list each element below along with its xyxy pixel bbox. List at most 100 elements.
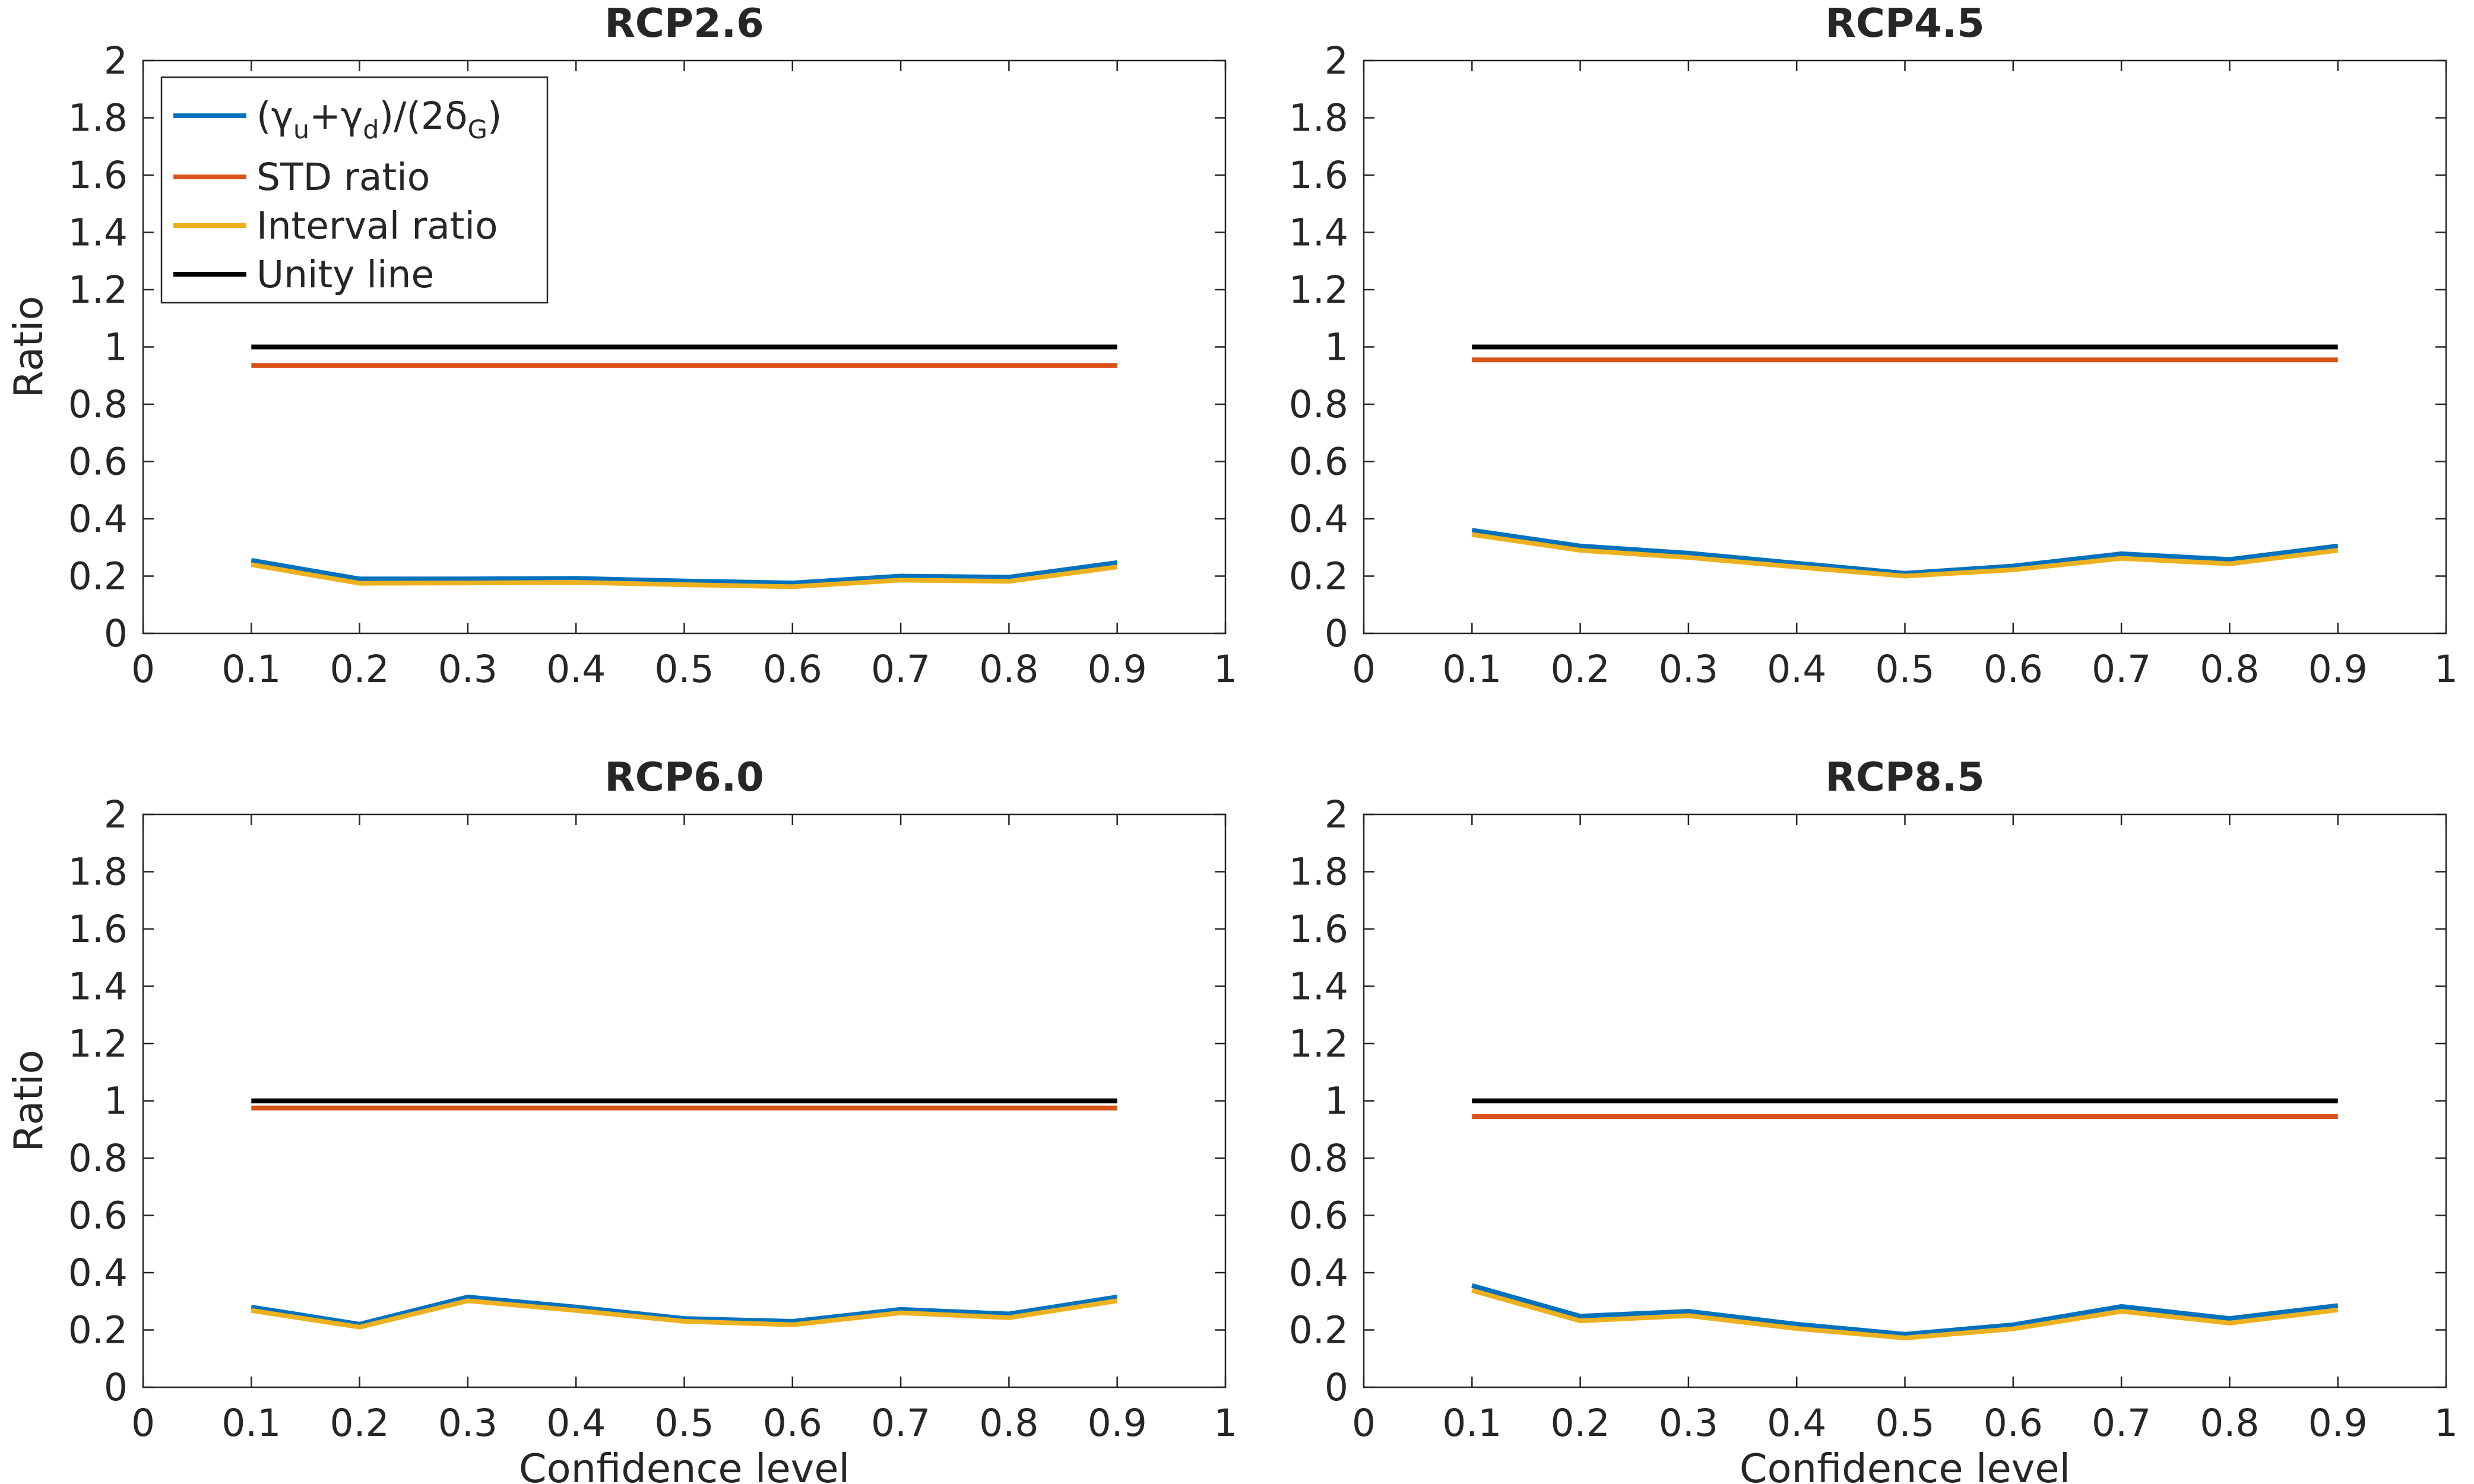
x-tick-label: 0.8: [2200, 1401, 2259, 1445]
x-tick-label: 0.8: [979, 1401, 1038, 1445]
x-tick-label: 0.4: [1767, 648, 1826, 691]
y-tick-label: 1.4: [1289, 965, 1348, 1009]
y-tick-label: 0.4: [68, 1251, 128, 1295]
x-tick-label: 0.9: [1088, 1401, 1147, 1445]
legend-label-part: +: [309, 94, 341, 138]
x-tick-label: 0.1: [221, 1401, 281, 1445]
x-tick-label: 0.2: [1550, 648, 1610, 691]
legend-label-part: γ: [271, 94, 293, 138]
y-tick-label: 1.8: [1289, 851, 1348, 894]
x-tick-label: 0.2: [1550, 1401, 1610, 1445]
x-tick-label: 0.5: [654, 1401, 714, 1445]
y-tick-label: 0.2: [1289, 555, 1348, 598]
y-tick-label: 2: [1325, 793, 1348, 836]
chart-title: RCP2.6: [604, 0, 764, 46]
y-tick-label: 0.4: [1289, 497, 1348, 541]
x-tick-label: 0.5: [1875, 1401, 1934, 1445]
y-tick-label: 0: [1325, 612, 1348, 655]
series-line-gamma: [1471, 528, 2339, 576]
y-tick-label: 1.8: [68, 97, 128, 140]
x-tick-label: 0.4: [546, 648, 606, 691]
y-tick-label: 0: [104, 1366, 128, 1409]
y-axis-label: Ratio: [5, 296, 52, 398]
y-tick-label: 0.8: [68, 1137, 128, 1180]
x-tick-label: 0.1: [1442, 1401, 1501, 1445]
series-line-interval: [251, 1298, 1118, 1330]
x-tick-label: 0.8: [2200, 648, 2259, 691]
x-tick-label: 0.7: [871, 1401, 930, 1445]
legend-label: STD ratio: [256, 156, 430, 199]
y-axis-label: Ratio: [5, 1049, 52, 1152]
y-tick-label: 0.2: [68, 1309, 128, 1352]
y-tick-label: 0: [1325, 1366, 1348, 1409]
y-tick-label: 1.4: [1289, 211, 1348, 255]
x-tick-label: 0.6: [763, 1401, 822, 1445]
legend-label: Unity line: [256, 253, 434, 296]
y-tick-label: 0.2: [68, 555, 128, 598]
series-line-interval: [1471, 1288, 2339, 1340]
series-line-interval: [1471, 532, 2339, 579]
y-tick-label: 1.4: [68, 965, 128, 1009]
x-tick-label: 0.7: [871, 648, 930, 691]
x-tick-label: 0.6: [1984, 1401, 2043, 1445]
y-tick-label: 0.8: [68, 383, 128, 426]
chart-title: RCP4.5: [1825, 0, 1985, 46]
x-axis-label: Confidence level: [519, 1445, 850, 1484]
y-tick-label: 2: [104, 793, 128, 836]
y-tick-label: 0.8: [1289, 383, 1348, 426]
chart-panel: 0 0.1 0.2 0.3 0.4 0.5 0.6 0.7 0.8 0.9 1 0 0.2 0.4 0.6 0…: [1289, 0, 2458, 691]
x-tick-label: 0.5: [1875, 648, 1934, 691]
series-line-interval: [251, 562, 1118, 589]
x-tick-label: 0.7: [2092, 648, 2151, 691]
x-tick-label: 0.4: [546, 1401, 606, 1445]
x-tick-label: 0.3: [1659, 648, 1718, 691]
chart-title: RCP8.5: [1825, 754, 1985, 800]
legend-label-part: G: [468, 115, 487, 145]
legend-label-part: u: [293, 115, 309, 145]
series-line-gamma: [1471, 1283, 2339, 1337]
x-tick-label: 0.1: [221, 648, 281, 691]
y-tick-label: 1.2: [1289, 1022, 1348, 1066]
y-tick-label: 1: [1325, 1080, 1348, 1123]
chart-panel: 0 0.1 0.2 0.3 0.4 0.5 0.6 0.7 0.8 0.9 1 0 0.2 0.4 0.6 0…: [1289, 754, 2458, 1484]
y-tick-label: 1.4: [68, 211, 128, 255]
series-line-gamma: [251, 558, 1118, 586]
x-tick-label: 0.7: [2092, 1401, 2151, 1445]
x-tick-label: 0.9: [2308, 1401, 2368, 1445]
y-tick-label: 0.6: [1289, 440, 1348, 484]
y-tick-label: 0.6: [1289, 1194, 1348, 1238]
x-tick-label: 0.6: [763, 648, 822, 691]
legend-label-part: d: [363, 115, 379, 145]
x-tick-label: 0.1: [1442, 648, 1501, 691]
series-line-gamma: [251, 1295, 1118, 1327]
legend-label: Interval ratio: [256, 204, 498, 248]
x-tick-label: 0: [131, 648, 155, 691]
legend-label-part: (: [256, 94, 271, 138]
y-tick-label: 1: [1325, 326, 1348, 369]
x-tick-label: 0.9: [2308, 648, 2368, 691]
x-tick-label: 0.3: [438, 1401, 498, 1445]
y-tick-label: 1.2: [68, 1022, 128, 1066]
y-tick-label: 1.8: [1289, 97, 1348, 140]
x-tick-label: 0.2: [330, 1401, 389, 1445]
x-tick-label: 0.4: [1767, 1401, 1826, 1445]
y-tick-label: 1.6: [68, 154, 128, 197]
y-tick-label: 0.8: [1289, 1137, 1348, 1180]
y-tick-label: 1.2: [68, 268, 128, 312]
legend-label-part: γ: [341, 94, 363, 138]
y-tick-label: 1.2: [1289, 268, 1348, 312]
y-tick-label: 0.6: [68, 1194, 128, 1238]
legend-label-part: δ: [445, 94, 468, 138]
y-tick-label: 2: [1325, 39, 1348, 83]
chart-title: RCP6.0: [604, 754, 764, 800]
y-tick-label: 1.8: [68, 851, 128, 894]
x-tick-label: 0.9: [1088, 648, 1147, 691]
x-tick-label: 1: [1214, 1401, 1237, 1445]
y-tick-label: 0.2: [1289, 1309, 1348, 1352]
y-tick-label: 2: [104, 39, 128, 83]
y-tick-label: 1.6: [1289, 154, 1348, 197]
x-tick-label: 0.2: [330, 648, 389, 691]
legend-label-part: ): [487, 94, 502, 138]
x-tick-label: 0.3: [438, 648, 498, 691]
